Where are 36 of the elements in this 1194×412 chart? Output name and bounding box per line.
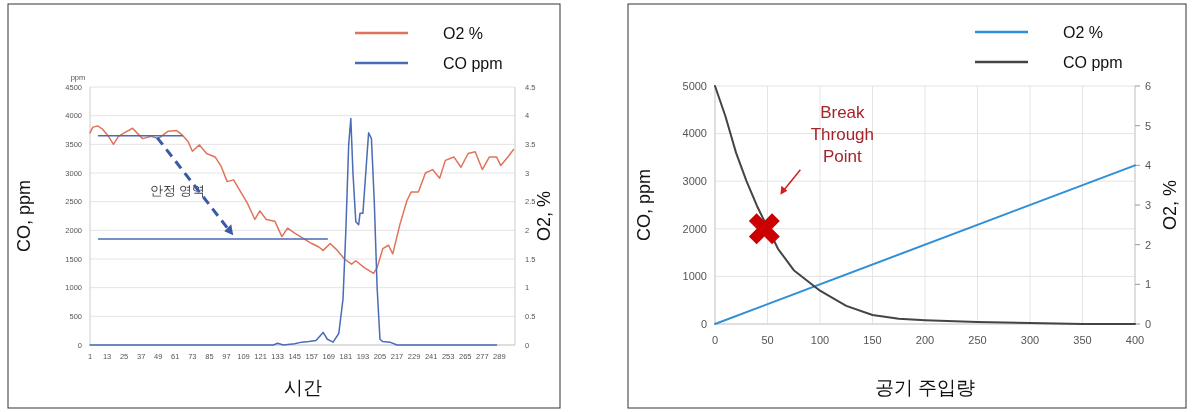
legend-label: CO ppm [443,54,503,72]
y2-tick-label: 3 [1145,198,1152,211]
y2-axis-title: O2, % [1160,179,1180,231]
x-tick-label: 400 [1125,334,1145,346]
y2-tick-label: 0 [1145,317,1152,330]
x-tick-label: 250 [968,334,987,346]
y-tick-label: 2000 [682,222,707,235]
x-tick-label: 350 [1073,334,1092,346]
annotation: Break Through Point [810,102,875,166]
y-tick-label: 5000 [682,79,707,92]
legend-label: CO ppm [1063,53,1123,71]
y2-axis-title: O2, % [534,190,554,242]
y2-tick-label: 6 [1145,79,1152,92]
x-tick-label: 100 [810,334,830,346]
x-tick-label: 0 [711,334,719,346]
y-tick-label: 4000 [682,127,707,140]
y-axis-title: CO, ppm [14,179,34,253]
y-tick-label: 3000 [682,175,707,188]
legend-label: O2 % [443,24,484,42]
line-series [714,85,1136,325]
x-tick-label: 150 [863,334,882,346]
line-series [89,117,498,346]
x-axis-title: 시간 [283,377,322,398]
legend-label: O2 % [1063,23,1104,41]
y2-tick-label: 2 [1145,238,1152,251]
y-tick-label: 0 [700,317,707,330]
y-axis-title: CO, ppm [634,168,654,242]
y2-tick-label: 4 [1145,159,1152,172]
x-axis-title: 공기 주입량 [874,377,976,398]
y2-tick-label: 1 [1145,278,1152,291]
x-tick-label: 50 [761,334,774,346]
y-tick-label: 1000 [682,270,707,283]
x-tick-label: 200 [915,334,935,346]
x-tick-label: 300 [1020,334,1040,346]
y2-tick-label: 5 [1145,119,1152,132]
line-series [89,125,515,275]
